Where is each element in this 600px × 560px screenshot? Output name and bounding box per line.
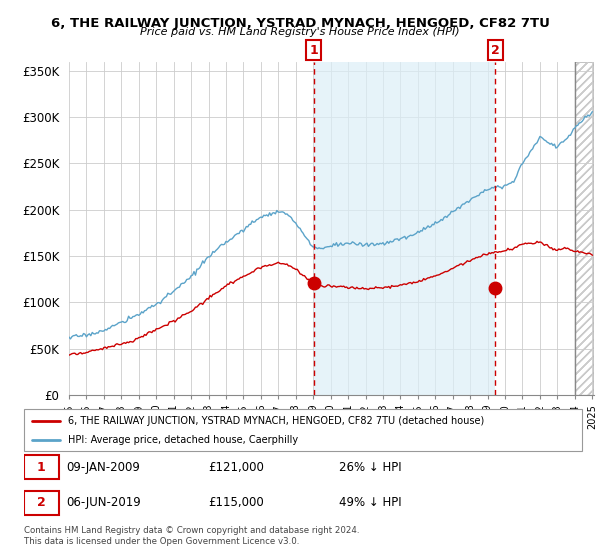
Text: 1: 1 bbox=[37, 461, 46, 474]
Text: 1: 1 bbox=[310, 44, 318, 57]
Text: Price paid vs. HM Land Registry's House Price Index (HPI): Price paid vs. HM Land Registry's House … bbox=[140, 27, 460, 37]
Text: 06-JUN-2019: 06-JUN-2019 bbox=[66, 496, 140, 509]
Text: 6, THE RAILWAY JUNCTION, YSTRAD MYNACH, HENGOED, CF82 7TU: 6, THE RAILWAY JUNCTION, YSTRAD MYNACH, … bbox=[50, 17, 550, 30]
Text: 09-JAN-2009: 09-JAN-2009 bbox=[66, 461, 140, 474]
Text: 2: 2 bbox=[37, 496, 46, 509]
Bar bbox=[575, 62, 593, 395]
FancyBboxPatch shape bbox=[24, 491, 59, 515]
Text: 26% ↓ HPI: 26% ↓ HPI bbox=[339, 461, 402, 474]
Bar bbox=[575, 62, 593, 395]
Text: Contains HM Land Registry data © Crown copyright and database right 2024.
This d: Contains HM Land Registry data © Crown c… bbox=[24, 526, 359, 546]
Text: HPI: Average price, detached house, Caerphilly: HPI: Average price, detached house, Caer… bbox=[68, 435, 298, 445]
Text: £115,000: £115,000 bbox=[208, 496, 264, 509]
Text: 49% ↓ HPI: 49% ↓ HPI bbox=[339, 496, 402, 509]
Bar bbox=[314, 62, 495, 395]
FancyBboxPatch shape bbox=[24, 455, 59, 479]
Text: 6, THE RAILWAY JUNCTION, YSTRAD MYNACH, HENGOED, CF82 7TU (detached house): 6, THE RAILWAY JUNCTION, YSTRAD MYNACH, … bbox=[68, 416, 484, 426]
FancyBboxPatch shape bbox=[24, 409, 582, 451]
Text: 2: 2 bbox=[491, 44, 499, 57]
Text: £121,000: £121,000 bbox=[208, 461, 264, 474]
